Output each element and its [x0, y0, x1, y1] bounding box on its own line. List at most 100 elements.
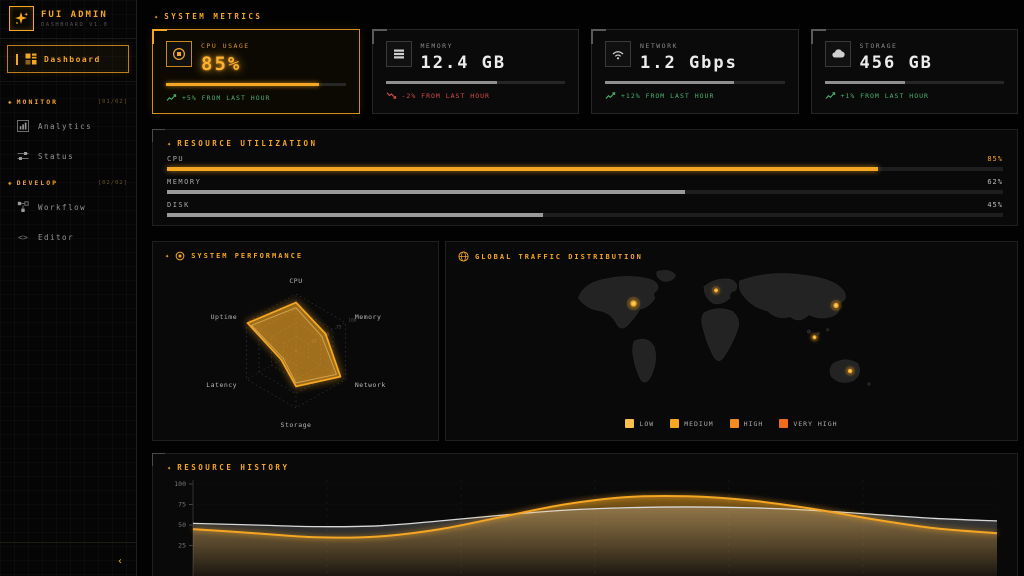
memory-utilization-bar [167, 190, 1003, 194]
svg-text:100: 100 [348, 318, 356, 324]
panel-title: GLOBAL TRAFFIC DISTRIBUTION [475, 252, 643, 261]
sidebar-item-workflow[interactable]: Workflow [0, 192, 136, 222]
target-icon [175, 251, 185, 261]
active-indicator [16, 53, 18, 65]
trend-down-icon [386, 92, 396, 99]
svg-text:Storage: Storage [281, 421, 312, 429]
sidebar-item-label: Status [38, 151, 75, 161]
cloud-icon [824, 41, 851, 67]
traffic-legend: LOW MEDIUM HIGH VERY HIGH [458, 419, 1005, 432]
star-icon: ✦ [154, 12, 159, 21]
metric-value: 456 GB [859, 53, 933, 73]
star-icon: ✦ [167, 463, 172, 472]
util-row-memory: MEMORY 62% [167, 178, 1003, 194]
panel-title: RESOURCE HISTORY [177, 463, 290, 472]
legend-swatch [779, 419, 789, 428]
legend-item-medium: MEDIUM [670, 419, 713, 428]
section-title: SYSTEM METRICS [164, 12, 263, 21]
legend-item-high: HIGH [729, 419, 764, 428]
collapse-sidebar-button[interactable]: ‹ [116, 556, 123, 567]
progress-bar [385, 81, 565, 84]
app-title: FUI ADMIN [41, 9, 108, 20]
world-map [458, 262, 1005, 419]
divider [0, 81, 136, 82]
svg-text:75: 75 [336, 325, 342, 331]
sidebar: FUI ADMIN DASHBOARD V1.0 Dashboard ◈ MON… [0, 0, 137, 576]
metric-delta: +1% FROM LAST HOUR [825, 91, 1005, 100]
diamond-icon: ◈ [8, 98, 12, 106]
util-row-cpu: CPU 85% [167, 155, 1003, 171]
legend-swatch [625, 419, 635, 428]
svg-text:Network: Network [355, 381, 386, 389]
metric-label: MEMORY [420, 42, 453, 50]
trend-up-icon [825, 92, 835, 99]
trend-up-icon [605, 92, 616, 99]
system-metrics-header: ✦ SYSTEM METRICS [154, 12, 1018, 21]
svg-text:50: 50 [178, 521, 186, 529]
metric-delta: -2% FROM LAST HOUR [386, 91, 566, 100]
metric-cards-row: CPU USAGE 85% +5% FROM LAST HOUR [152, 29, 1018, 114]
sidebar-item-label: Analytics [38, 121, 93, 131]
metric-value: 12.4 GB [420, 53, 507, 73]
section-label: MONITOR [16, 98, 59, 106]
metric-label: CPU USAGE [201, 42, 250, 50]
resource-utilization-panel: ✦ RESOURCE UTILIZATION CPU 85% MEMORY 62… [152, 129, 1018, 226]
svg-text:25: 25 [311, 339, 317, 345]
progress-bar [166, 83, 346, 86]
metric-value: 1.2 Gbps [640, 53, 738, 73]
sidebar-item-label: Editor [38, 232, 75, 242]
radar-chart: 255075100CPUMemoryNetworkStorageLatencyU… [206, 277, 386, 429]
svg-text:75: 75 [178, 501, 186, 509]
legend-item-very-high: VERY HIGH [779, 419, 837, 428]
section-count: [01/02] [97, 99, 128, 105]
resource-history-panel: ✦ RESOURCE HISTORY 100 75 50 25 [152, 453, 1018, 576]
sidebar-item-editor[interactable]: <> Editor [0, 222, 136, 252]
history-area-chart: 100 75 50 25 [174, 480, 998, 576]
sidebar-item-analytics[interactable]: Analytics [0, 111, 136, 141]
metric-card-network[interactable]: NETWORK 1.2 Gbps +12% FROM LAST HOUR [591, 29, 799, 114]
svg-text:25: 25 [178, 542, 186, 550]
sidebar-section-monitor: ◈ MONITOR [01/02] [0, 93, 136, 111]
metric-delta: +5% FROM LAST HOUR [166, 93, 346, 102]
app-subtitle: DASHBOARD V1.0 [41, 21, 109, 28]
panel-title: SYSTEM PERFORMANCE [191, 252, 304, 260]
metric-value: 85% [201, 53, 242, 75]
metric-card-memory[interactable]: MEMORY 12.4 GB -2% FROM LAST HOUR [371, 29, 579, 114]
sidebar-item-status[interactable]: Status [0, 141, 136, 171]
metric-delta: +12% FROM LAST HOUR [605, 91, 785, 100]
code-icon: <> [18, 232, 28, 242]
cpu-utilization-bar [167, 167, 1003, 171]
sidebar-item-dashboard[interactable]: Dashboard [7, 45, 129, 73]
workflow-nodes-icon [17, 201, 29, 213]
svg-text:Memory: Memory [355, 313, 381, 321]
section-count: [02/02] [97, 180, 128, 186]
util-row-disk: DISK 45% [167, 201, 1003, 217]
star-icon: ✦ [167, 139, 172, 148]
server-icon [385, 41, 412, 67]
bar-chart-icon [17, 120, 29, 132]
metric-card-cpu[interactable]: CPU USAGE 85% +5% FROM LAST HOUR [152, 29, 360, 114]
sliders-icon [17, 150, 29, 162]
panel-title: RESOURCE UTILIZATION [177, 139, 318, 148]
system-performance-panel: ✦ SYSTEM PERFORMANCE 255075100CPUMemoryN… [152, 241, 439, 441]
disk-utilization-bar [167, 213, 1003, 217]
star-icon: ✦ [165, 252, 170, 260]
sidebar-item-label: Workflow [38, 202, 87, 212]
sparkle-icon [9, 6, 34, 31]
svg-text:100: 100 [174, 480, 186, 488]
svg-text:Uptime: Uptime [211, 313, 237, 321]
section-label: DEVELOP [16, 179, 59, 187]
target-icon [166, 41, 192, 67]
legend-item-low: LOW [625, 419, 654, 428]
wifi-icon [605, 41, 631, 67]
svg-text:Latency: Latency [206, 381, 237, 389]
trend-up-icon [166, 94, 177, 101]
sidebar-footer: ‹ [0, 542, 136, 576]
svg-text:CPU: CPU [289, 277, 302, 285]
globe-icon [458, 251, 469, 262]
progress-bar [824, 81, 1004, 84]
metric-label: NETWORK [640, 42, 678, 50]
metric-card-storage[interactable]: STORAGE 456 GB +1% FROM LAST HOUR [810, 29, 1018, 114]
legend-swatch [670, 419, 680, 428]
sidebar-item-label: Dashboard [44, 54, 101, 64]
